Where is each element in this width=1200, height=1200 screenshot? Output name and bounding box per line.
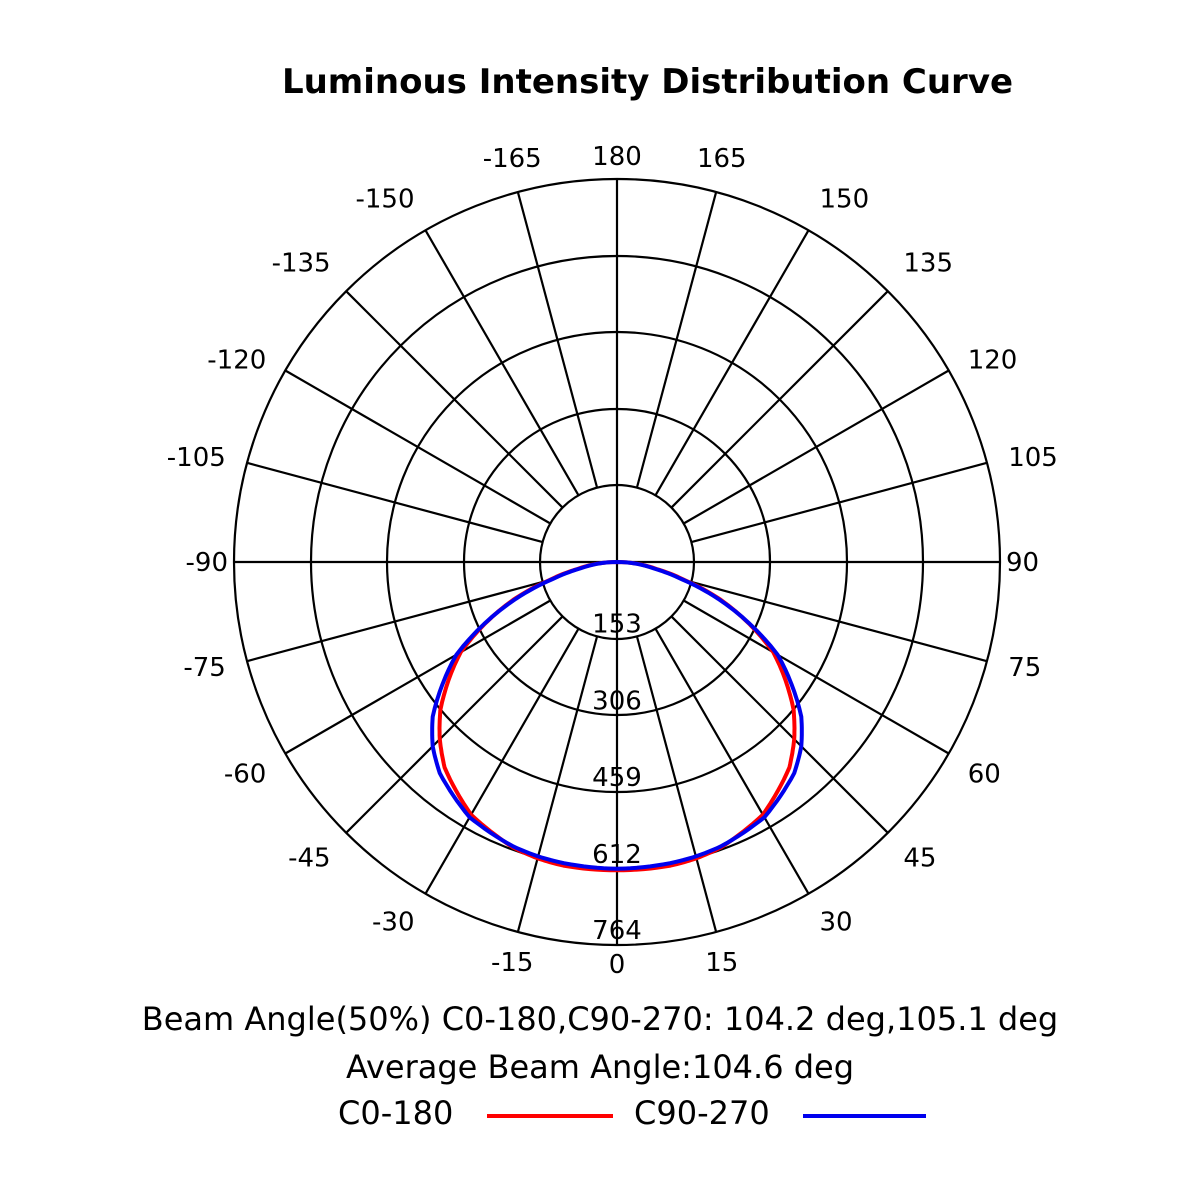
legend-swatch-c90-270 bbox=[803, 1114, 926, 1118]
grid-spoke bbox=[516, 636, 599, 933]
grid-spoke bbox=[284, 599, 551, 755]
angle-label: -30 bbox=[372, 908, 414, 938]
legend-swatch-c0-180 bbox=[487, 1114, 613, 1118]
angle-label: -135 bbox=[272, 249, 331, 279]
angle-label: -45 bbox=[288, 843, 330, 873]
grid-spoke bbox=[635, 191, 718, 488]
angle-label: 60 bbox=[968, 760, 1001, 790]
angle-label: -90 bbox=[186, 548, 228, 578]
angle-label: 90 bbox=[1006, 548, 1039, 578]
angle-label: -15 bbox=[491, 948, 533, 978]
radial-label: 612 bbox=[592, 840, 642, 870]
polar-grid bbox=[232, 177, 1002, 947]
radial-labels: 153 306 459 612 764 bbox=[592, 610, 642, 946]
angle-label: 105 bbox=[1008, 443, 1058, 473]
angle-label: -150 bbox=[355, 184, 414, 214]
grid-spoke bbox=[670, 290, 889, 509]
grid-spoke bbox=[516, 191, 599, 488]
grid-spoke bbox=[683, 369, 950, 525]
radial-label: 764 bbox=[592, 916, 642, 946]
angle-label: -75 bbox=[183, 653, 225, 683]
grid-spoke bbox=[683, 599, 950, 755]
grid-spoke bbox=[654, 229, 810, 496]
angle-label: 165 bbox=[697, 144, 747, 174]
angle-label: -105 bbox=[167, 443, 226, 473]
grid-spoke bbox=[424, 628, 580, 895]
angle-label: 75 bbox=[1008, 653, 1041, 683]
angle-labels: 180-165 165-150 150-135 135-120 120-105 105-9… bbox=[167, 142, 1058, 980]
grid-spoke bbox=[345, 290, 564, 509]
grid-spoke bbox=[424, 229, 580, 496]
grid-spoke bbox=[284, 369, 551, 525]
angle-label: 0 bbox=[609, 950, 626, 980]
grid-spoke bbox=[691, 461, 988, 544]
radial-label: 306 bbox=[592, 686, 642, 716]
grid-spoke bbox=[635, 636, 718, 933]
angle-label: 45 bbox=[903, 843, 936, 873]
angle-label: -165 bbox=[483, 144, 542, 174]
grid-spoke bbox=[691, 580, 988, 663]
angle-label: 180 bbox=[592, 142, 642, 172]
angle-label: -120 bbox=[207, 346, 266, 376]
radial-label: 153 bbox=[592, 610, 642, 640]
grid-spoke bbox=[246, 580, 543, 663]
angle-label: 120 bbox=[968, 346, 1018, 376]
angle-label: 135 bbox=[903, 249, 953, 279]
grid-spoke bbox=[246, 461, 543, 544]
legend: C0-180 C90-270 bbox=[0, 1094, 1200, 1138]
angle-label: 15 bbox=[705, 948, 738, 978]
legend-label-c0-180: C0-180 bbox=[338, 1094, 454, 1132]
angle-label: -60 bbox=[224, 760, 266, 790]
chart-title: Luminous Intensity Distribution Curve bbox=[281, 62, 1014, 102]
beam-angle-text: Beam Angle(50%) C0-180,C90-270: 104.2 de… bbox=[141, 1000, 1059, 1038]
grid-spoke bbox=[654, 628, 810, 895]
angle-label: 30 bbox=[820, 908, 853, 938]
intensity-curves bbox=[430, 560, 804, 873]
average-beam-angle-text: Average Beam Angle:104.6 deg bbox=[345, 1048, 855, 1086]
grid-spoke bbox=[670, 615, 889, 834]
polar-chart: 180-165 165-150 150-135 135-120 120-105 105-9… bbox=[167, 142, 1058, 980]
angle-label: 150 bbox=[820, 184, 870, 214]
series-line-c90-270 bbox=[430, 560, 804, 871]
legend-label-c90-270: C90-270 bbox=[634, 1094, 770, 1132]
radial-label: 459 bbox=[592, 763, 642, 793]
grid-spoke bbox=[345, 615, 564, 834]
